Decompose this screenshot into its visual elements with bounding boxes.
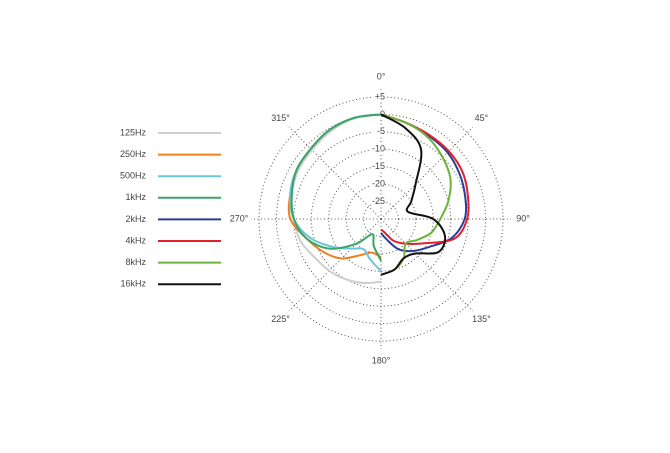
r-tick-label: -5 — [377, 126, 385, 136]
angle-label: 270° — [230, 213, 249, 223]
r-label-bg — [371, 92, 385, 102]
grid-circle — [310, 148, 452, 290]
angle-label: 135° — [472, 314, 491, 324]
series-line — [290, 113, 382, 262]
r-tick-label: -20 — [372, 179, 385, 189]
angle-label: 225° — [271, 314, 290, 324]
r-label-bg — [371, 126, 385, 137]
r-label-bg — [371, 161, 385, 172]
grid-spoke — [380, 126, 474, 220]
angle-label: 45° — [475, 113, 489, 123]
grid-spoke — [288, 126, 382, 220]
legend-label: 4kHz — [125, 235, 146, 245]
legend-label: 125Hz — [120, 127, 147, 137]
r-tick-label: -10 — [372, 144, 385, 154]
legend-label: 1kHz — [125, 192, 146, 202]
legend-label: 2kHz — [125, 214, 146, 224]
series-line — [380, 113, 470, 246]
grid-circle — [363, 201, 399, 237]
grid-spoke — [288, 218, 382, 312]
legend-label: 250Hz — [120, 149, 147, 159]
r-tick-label: -15 — [372, 161, 385, 171]
angle-label: 0° — [377, 71, 386, 81]
grid-circle — [275, 113, 487, 325]
r-label-bg — [371, 179, 385, 190]
angle-label: 180° — [372, 355, 391, 365]
angle-label: 315° — [271, 113, 290, 123]
r-tick-label: +5 — [375, 91, 385, 101]
r-tick-label: -25 — [372, 196, 385, 206]
r-tick-label: 0 — [380, 109, 385, 119]
r-label-bg — [371, 196, 385, 207]
legend-label: 16kHz — [120, 279, 146, 289]
series-line — [380, 113, 468, 253]
angle-label: 90° — [516, 213, 530, 223]
r-label-bg — [371, 144, 385, 155]
grid-spoke — [380, 218, 474, 312]
series-line — [380, 113, 447, 276]
legend-label: 500Hz — [120, 171, 147, 181]
grid-circle — [345, 183, 417, 255]
legend-label: 8kHz — [125, 257, 146, 267]
